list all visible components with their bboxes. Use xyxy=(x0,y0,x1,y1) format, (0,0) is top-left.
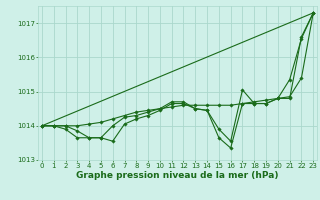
X-axis label: Graphe pression niveau de la mer (hPa): Graphe pression niveau de la mer (hPa) xyxy=(76,171,279,180)
